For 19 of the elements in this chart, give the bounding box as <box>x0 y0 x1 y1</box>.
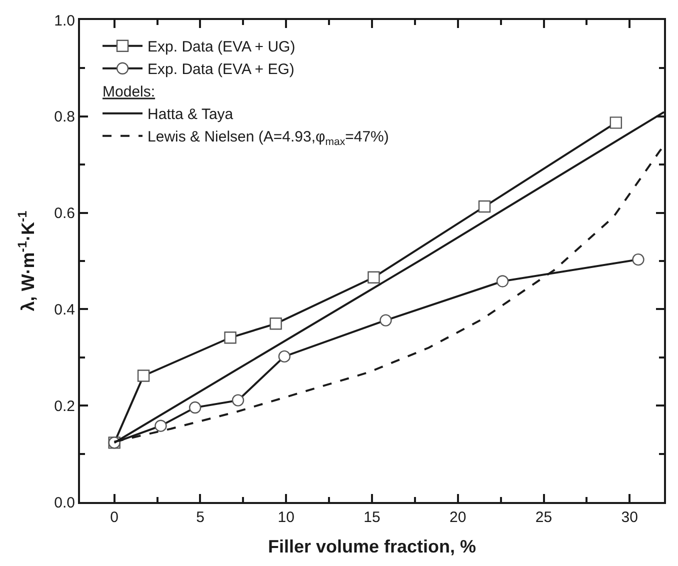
legend-label: Exp. Data (EVA + EG) <box>148 61 294 78</box>
x-tick-label: 15 <box>364 509 380 526</box>
y-tick-label: 0.2 <box>54 398 75 415</box>
legend-label: Hatta & Taya <box>148 106 234 124</box>
y-tick-label: 0.0 <box>54 494 75 512</box>
legend-label: Lewis & Nielsen (A=4.93,φ$_{max}$=47%) <box>148 128 389 148</box>
legend-label: Exp. Data (EVA + UG) <box>148 38 296 56</box>
y-tick-label: 1.0 <box>54 12 75 30</box>
y-tick-label: 0.8 <box>54 108 75 126</box>
x-tick-label: 25 <box>535 509 552 526</box>
x-axis-title: Filler volume fraction, % <box>268 536 476 557</box>
y-tick-label: 0.6 <box>54 205 75 222</box>
x-tick-label: 10 <box>278 509 294 526</box>
x-tick-label: 0 <box>110 509 119 526</box>
x-tick-label: 5 <box>196 509 204 526</box>
x-tick-label: 20 <box>450 509 466 526</box>
legend-title: Models: <box>102 84 156 101</box>
x-tick-label: 30 <box>621 509 638 526</box>
y-tick-label: 0.4 <box>54 301 75 318</box>
